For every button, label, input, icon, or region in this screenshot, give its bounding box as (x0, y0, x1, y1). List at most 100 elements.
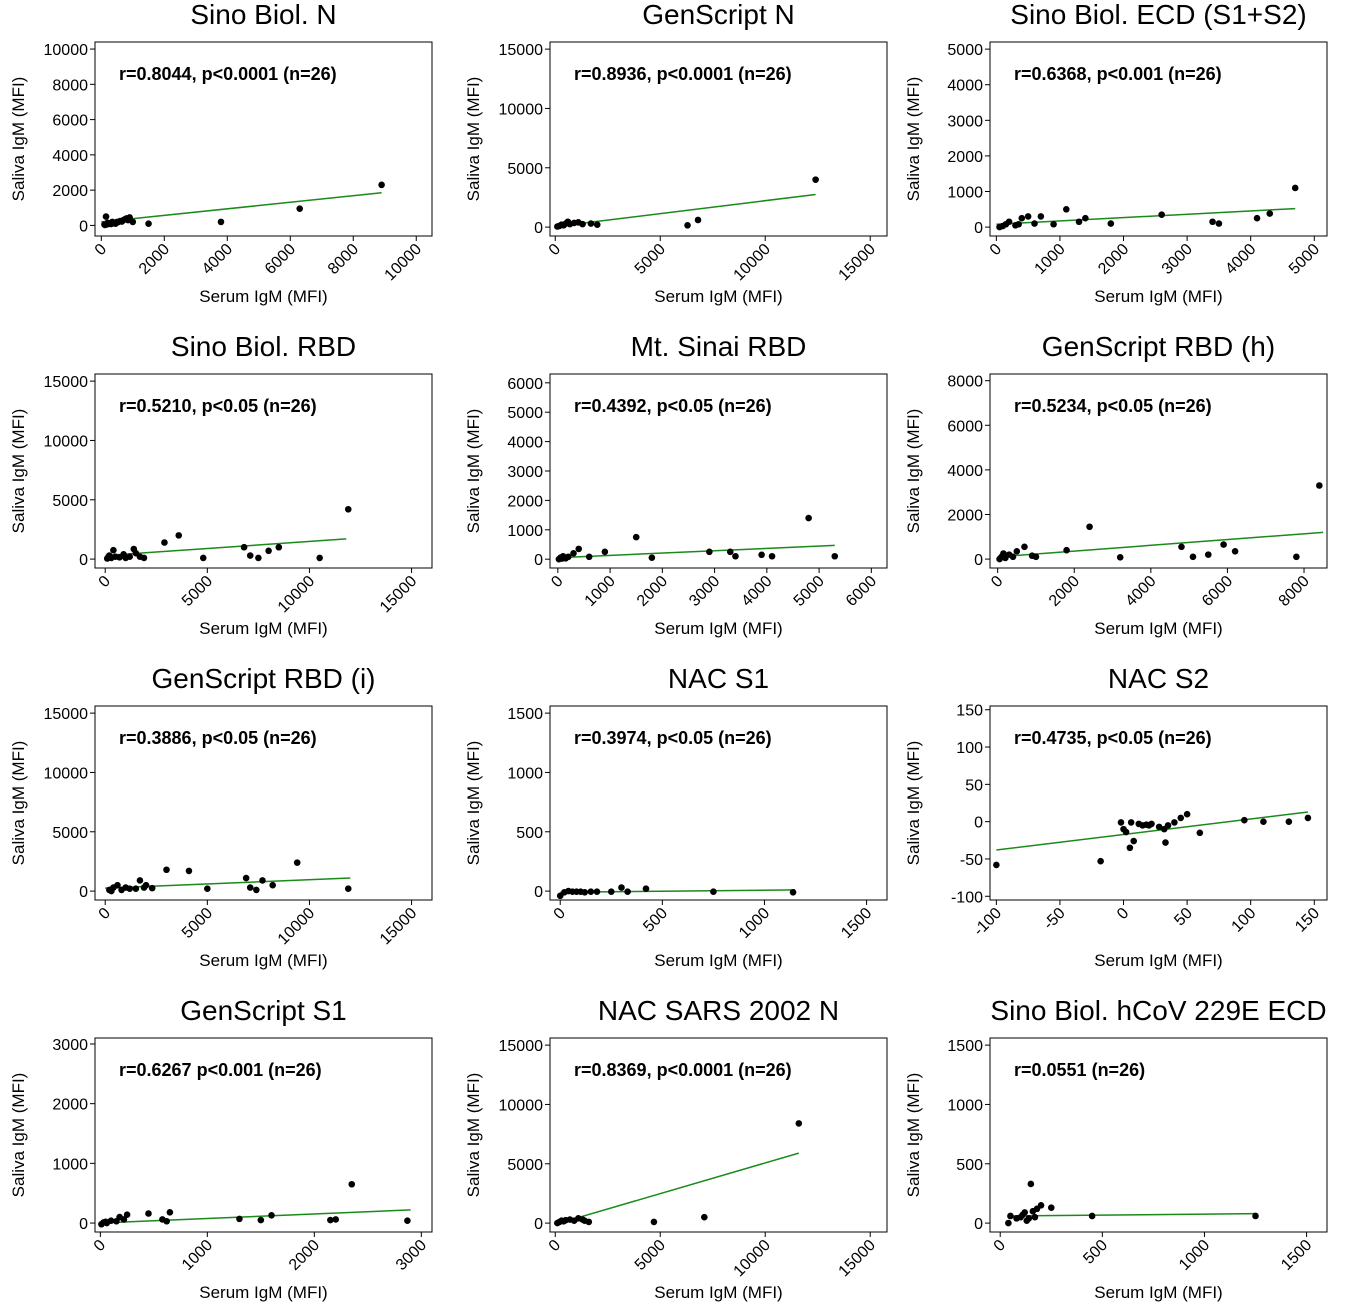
point (145, 220, 152, 227)
x-tick-label: 6000 (262, 241, 299, 278)
point (344, 505, 352, 513)
x-tick-label: 6000 (1199, 573, 1236, 610)
x-tick-label: 0 (548, 573, 566, 591)
point (1024, 213, 1032, 220)
annotation: r=0.0551 (n=26) (1014, 1060, 1145, 1080)
x-tick-label: 0 (92, 241, 110, 259)
chart-title: GenScript RBD (h) (1042, 331, 1275, 362)
y-tick-label: 1000 (52, 1156, 88, 1173)
panel: GenScript RBD (h) r=0.5234, p<0.05 (n=26)… (904, 331, 1328, 638)
point (1063, 206, 1070, 213)
y-tick-label: 2000 (52, 183, 88, 200)
panel: GenScript RBD (i) r=0.3886, p<0.05 (n=26)… (9, 663, 433, 970)
point (1316, 482, 1323, 489)
point (1013, 547, 1021, 555)
point (161, 539, 168, 546)
point (259, 877, 266, 884)
y-tick-label: 6000 (507, 376, 543, 393)
y-tick-label: 10000 (499, 1097, 544, 1114)
point (246, 552, 254, 559)
point (579, 220, 586, 228)
y-tick-label: 5000 (52, 493, 88, 510)
point (1196, 829, 1204, 837)
chart-title: Sino Biol. ECD (S1+S2) (1010, 0, 1306, 30)
point (618, 884, 625, 891)
annotation: r=0.5210, p<0.05 (n=26) (119, 396, 317, 416)
x-tick-label: 5000 (632, 1237, 669, 1274)
x-axis-label: Serum IgM (MFI) (199, 287, 327, 306)
plot-frame (94, 41, 433, 237)
y-tick-label: 10000 (44, 42, 89, 59)
x-tick-label: 2000 (634, 573, 671, 610)
point (1005, 218, 1013, 226)
x-axis-label: Serum IgM (MFI) (1094, 287, 1222, 306)
y-tick-label: 8000 (947, 374, 983, 391)
x-tick-label: 15000 (836, 241, 880, 285)
x-tick-label: 10000 (731, 241, 775, 285)
panel: NAC SARS 2002 N r=0.8369, p<0.0001 (n=26)… (464, 995, 888, 1302)
y-axis-label: Saliva IgM (MFI) (9, 409, 28, 534)
annotation: r=0.3974, p<0.05 (n=26) (574, 728, 772, 748)
x-tick-label: 15000 (377, 573, 421, 617)
point (268, 1211, 275, 1219)
y-tick-label: 2000 (507, 493, 543, 510)
x-axis-label: Serum IgM (MFI) (654, 1283, 782, 1302)
x-tick-label: 6000 (843, 573, 880, 610)
panel: Sino Biol. N r=0.8044, p<0.0001 (n=26) 0 20… (9, 0, 433, 306)
point (132, 885, 140, 893)
point (327, 1216, 334, 1224)
x-tick-label: 0 (1114, 905, 1132, 923)
point (1285, 818, 1293, 825)
x-tick-label: 1000 (1176, 1237, 1213, 1274)
x-tick-label: 1000 (582, 573, 619, 610)
point (1231, 547, 1239, 555)
x-tick-label: 10000 (275, 905, 319, 949)
point (1075, 218, 1083, 226)
plot-frame (549, 705, 888, 901)
x-axis-label: Serum IgM (MFI) (1094, 619, 1222, 638)
point (706, 548, 713, 556)
y-tick-label: 100 (956, 740, 983, 757)
point (253, 886, 260, 894)
point (1171, 819, 1178, 826)
fit-line (996, 207, 1296, 226)
plot-frame (989, 705, 1328, 901)
point (1293, 553, 1300, 561)
point (246, 884, 254, 891)
point (570, 550, 577, 557)
x-tick-label: 10000 (275, 573, 319, 617)
point (242, 874, 250, 882)
point (1241, 816, 1248, 824)
fit-line (105, 538, 347, 557)
y-tick-label: 150 (956, 703, 983, 720)
x-tick-label: 500 (1080, 1237, 1111, 1268)
point (1086, 523, 1093, 531)
point (344, 885, 352, 893)
point (1088, 1212, 1096, 1220)
point (316, 554, 323, 562)
x-tick-label: 0 (991, 1237, 1009, 1255)
point (564, 553, 572, 561)
chart-title: GenScript N (642, 0, 795, 30)
fit-line (555, 193, 816, 228)
point (795, 1120, 803, 1127)
y-tick-label: 15000 (499, 42, 544, 59)
y-tick-label: 0 (534, 884, 543, 901)
x-tick-label: 4000 (1222, 241, 1259, 278)
point (1126, 844, 1134, 852)
point (1304, 814, 1312, 822)
point (1252, 1212, 1259, 1220)
x-tick-label: 5000 (632, 241, 669, 278)
y-axis-label: Saliva IgM (MFI) (904, 741, 923, 866)
point (607, 888, 615, 895)
annotation: r=0.8936, p<0.0001 (n=26) (574, 64, 792, 84)
plot-frame (549, 1037, 888, 1233)
y-tick-label: 10000 (44, 433, 89, 450)
x-tick-label: 15000 (377, 905, 421, 949)
plot-frame (989, 1037, 1328, 1233)
fit-line (1010, 1212, 1256, 1217)
x-tick-label: -50 (1040, 905, 1068, 933)
point (404, 1217, 411, 1224)
x-tick-label: 0 (988, 573, 1006, 591)
point (126, 553, 134, 561)
